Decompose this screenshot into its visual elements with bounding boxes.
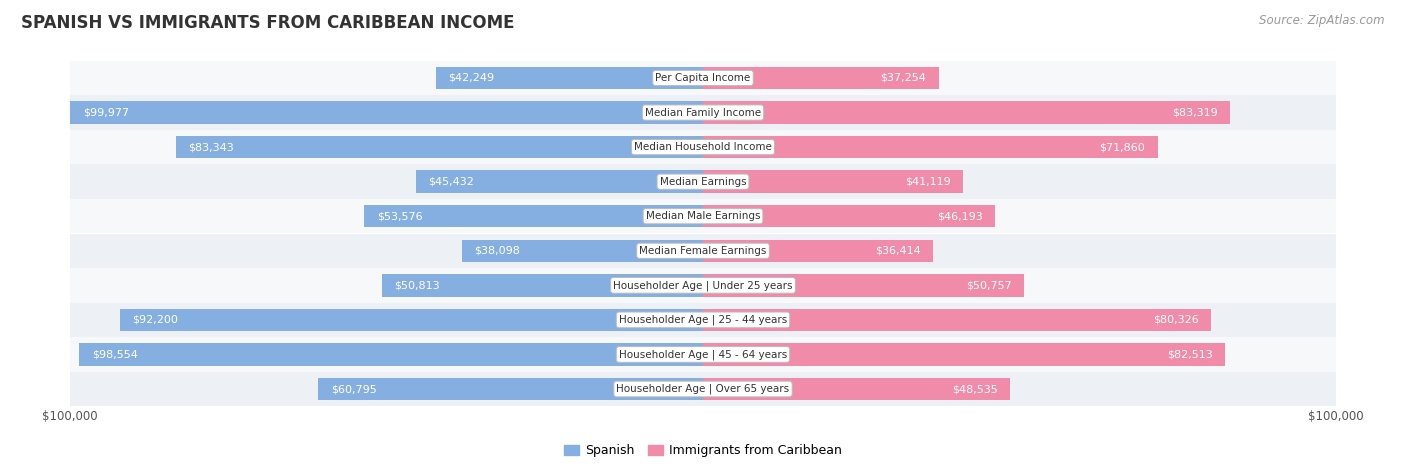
Bar — [80, 343, 703, 366]
Text: Per Capita Income: Per Capita Income — [655, 73, 751, 83]
Bar — [703, 170, 963, 193]
Bar — [70, 337, 1336, 372]
Bar — [70, 164, 1336, 199]
Text: Source: ZipAtlas.com: Source: ZipAtlas.com — [1260, 14, 1385, 27]
Text: $80,326: $80,326 — [1153, 315, 1198, 325]
Bar — [381, 274, 703, 297]
Text: Median Earnings: Median Earnings — [659, 177, 747, 187]
Text: $46,193: $46,193 — [936, 211, 983, 221]
Bar — [70, 130, 1336, 164]
Text: $92,200: $92,200 — [132, 315, 179, 325]
Bar — [318, 378, 703, 400]
Text: Median Family Income: Median Family Income — [645, 107, 761, 118]
Bar — [70, 61, 1336, 95]
Bar — [463, 240, 703, 262]
Text: Householder Age | 45 - 64 years: Householder Age | 45 - 64 years — [619, 349, 787, 360]
Text: $38,098: $38,098 — [475, 246, 520, 256]
Text: $45,432: $45,432 — [429, 177, 474, 187]
Bar — [70, 372, 1336, 406]
Legend: Spanish, Immigrants from Caribbean: Spanish, Immigrants from Caribbean — [560, 439, 846, 462]
Bar — [70, 234, 1336, 268]
Bar — [70, 199, 1336, 234]
Bar — [70, 303, 1336, 337]
Text: $50,757: $50,757 — [966, 280, 1011, 290]
Bar — [120, 309, 703, 331]
Text: $60,795: $60,795 — [330, 384, 377, 394]
Text: SPANISH VS IMMIGRANTS FROM CARIBBEAN INCOME: SPANISH VS IMMIGRANTS FROM CARIBBEAN INC… — [21, 14, 515, 32]
Bar — [176, 136, 703, 158]
Text: Householder Age | Under 25 years: Householder Age | Under 25 years — [613, 280, 793, 290]
Bar — [703, 309, 1211, 331]
Text: Median Female Earnings: Median Female Earnings — [640, 246, 766, 256]
Bar — [703, 240, 934, 262]
Text: $41,119: $41,119 — [904, 177, 950, 187]
Text: $83,319: $83,319 — [1171, 107, 1218, 118]
Text: $83,343: $83,343 — [188, 142, 233, 152]
Text: $50,813: $50,813 — [394, 280, 440, 290]
Bar — [436, 67, 703, 89]
Bar — [703, 274, 1024, 297]
Bar — [703, 205, 995, 227]
Text: $71,860: $71,860 — [1099, 142, 1144, 152]
Bar — [703, 101, 1230, 124]
Text: $36,414: $36,414 — [875, 246, 921, 256]
Text: Householder Age | 25 - 44 years: Householder Age | 25 - 44 years — [619, 315, 787, 325]
Text: $82,513: $82,513 — [1167, 349, 1212, 360]
Bar — [703, 136, 1157, 158]
Text: $53,576: $53,576 — [377, 211, 422, 221]
Bar — [70, 101, 703, 124]
Text: Median Household Income: Median Household Income — [634, 142, 772, 152]
Text: Median Male Earnings: Median Male Earnings — [645, 211, 761, 221]
Bar — [70, 95, 1336, 130]
Bar — [416, 170, 703, 193]
Text: $98,554: $98,554 — [93, 349, 138, 360]
Text: $48,535: $48,535 — [952, 384, 997, 394]
Text: $37,254: $37,254 — [880, 73, 927, 83]
Bar — [364, 205, 703, 227]
Text: Householder Age | Over 65 years: Householder Age | Over 65 years — [616, 384, 790, 394]
Bar — [703, 343, 1225, 366]
Text: $99,977: $99,977 — [83, 107, 129, 118]
Bar — [703, 67, 939, 89]
Text: $42,249: $42,249 — [449, 73, 495, 83]
Bar — [703, 378, 1010, 400]
Bar — [70, 268, 1336, 303]
